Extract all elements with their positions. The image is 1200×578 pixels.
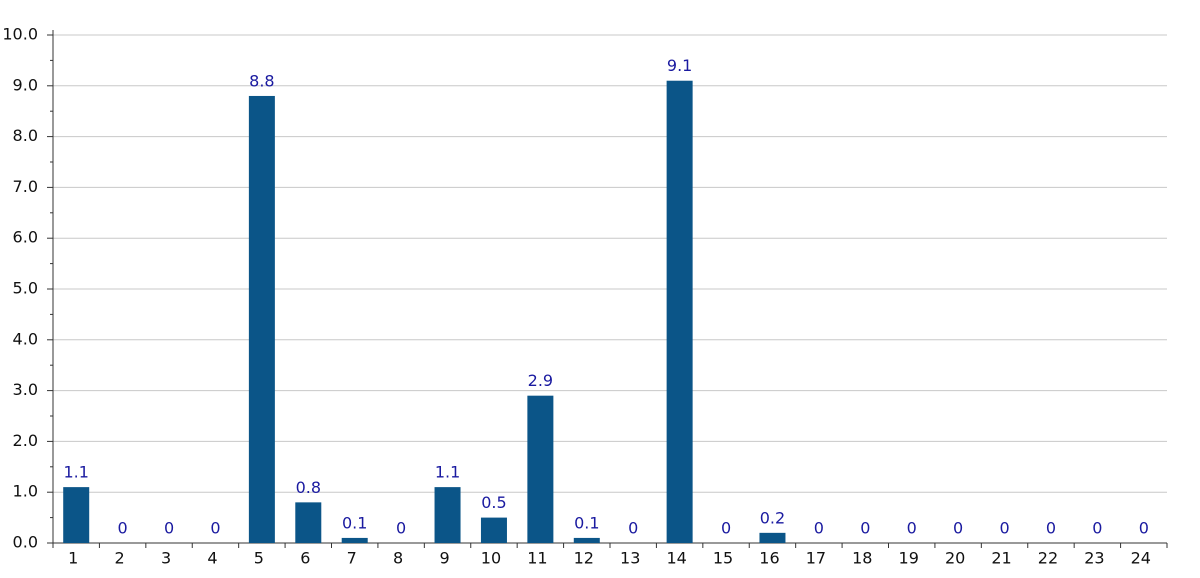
value-label: 0	[814, 519, 824, 538]
value-label: 2.9	[528, 371, 553, 390]
y-tick-label: 9.0	[13, 75, 38, 94]
value-label: 0.8	[296, 478, 321, 497]
value-label: 0.5	[481, 493, 506, 512]
y-tick-label: 3.0	[13, 380, 38, 399]
value-label: 0.1	[574, 513, 599, 532]
x-tick-label: 8	[393, 549, 403, 568]
value-label: 0	[396, 519, 406, 538]
y-tick-label: 0.0	[13, 533, 38, 552]
x-tick-label: 24	[1131, 549, 1151, 568]
value-label: 0.1	[342, 513, 367, 532]
x-tick-label: 16	[759, 549, 779, 568]
value-label: 0	[164, 519, 174, 538]
bar	[573, 537, 600, 543]
x-tick-label: 7	[347, 549, 357, 568]
x-tick-label: 11	[527, 549, 547, 568]
bar	[248, 95, 275, 544]
x-tick-label: 17	[806, 549, 826, 568]
bar	[341, 537, 368, 543]
x-tick-label: 22	[1038, 549, 1058, 568]
value-label: 0	[210, 519, 220, 538]
bar	[295, 502, 322, 543]
value-label: 8.8	[249, 71, 274, 90]
x-tick-label: 19	[899, 549, 919, 568]
y-tick-label: 2.0	[13, 431, 38, 450]
x-tick-label: 3	[161, 549, 171, 568]
bar	[527, 395, 554, 543]
bar	[434, 487, 461, 543]
x-tick-label: 23	[1084, 549, 1104, 568]
y-tick-label: 4.0	[13, 329, 38, 348]
x-tick-label: 12	[574, 549, 594, 568]
y-tick-label: 6.0	[13, 228, 38, 247]
x-tick-label: 4	[207, 549, 217, 568]
value-label: 0.2	[760, 508, 785, 527]
value-label: 0	[860, 519, 870, 538]
bar	[480, 517, 507, 543]
x-tick-label: 5	[254, 549, 264, 568]
x-tick-label: 9	[439, 549, 449, 568]
x-tick-label: 2	[115, 549, 125, 568]
y-tick-label: 10.0	[2, 25, 38, 44]
x-tick-label: 20	[945, 549, 965, 568]
x-tick-label: 13	[620, 549, 640, 568]
x-tick-label: 21	[991, 549, 1011, 568]
value-label: 0	[999, 519, 1009, 538]
value-label: 0	[1046, 519, 1056, 538]
y-tick-label: 8.0	[13, 126, 38, 145]
value-label: 0	[628, 519, 638, 538]
x-tick-label: 6	[300, 549, 310, 568]
y-tick-label: 1.0	[13, 482, 38, 501]
x-tick-label: 10	[481, 549, 501, 568]
value-label: 0	[1139, 519, 1149, 538]
value-label: 9.1	[667, 56, 692, 75]
x-tick-label: 14	[666, 549, 686, 568]
x-tick-label: 18	[852, 549, 872, 568]
value-label: 0	[118, 519, 128, 538]
x-tick-label: 1	[68, 549, 78, 568]
value-label: 0	[953, 519, 963, 538]
value-label: 0	[721, 519, 731, 538]
bar	[63, 487, 90, 543]
y-tick-label: 7.0	[13, 177, 38, 196]
value-label: 0	[1092, 519, 1102, 538]
y-tick-label: 5.0	[13, 279, 38, 298]
value-label: 1.1	[435, 463, 460, 482]
bar	[759, 532, 786, 543]
bar	[666, 80, 693, 543]
value-label: 1.1	[63, 463, 88, 482]
value-label: 0	[907, 519, 917, 538]
x-tick-label: 15	[713, 549, 733, 568]
